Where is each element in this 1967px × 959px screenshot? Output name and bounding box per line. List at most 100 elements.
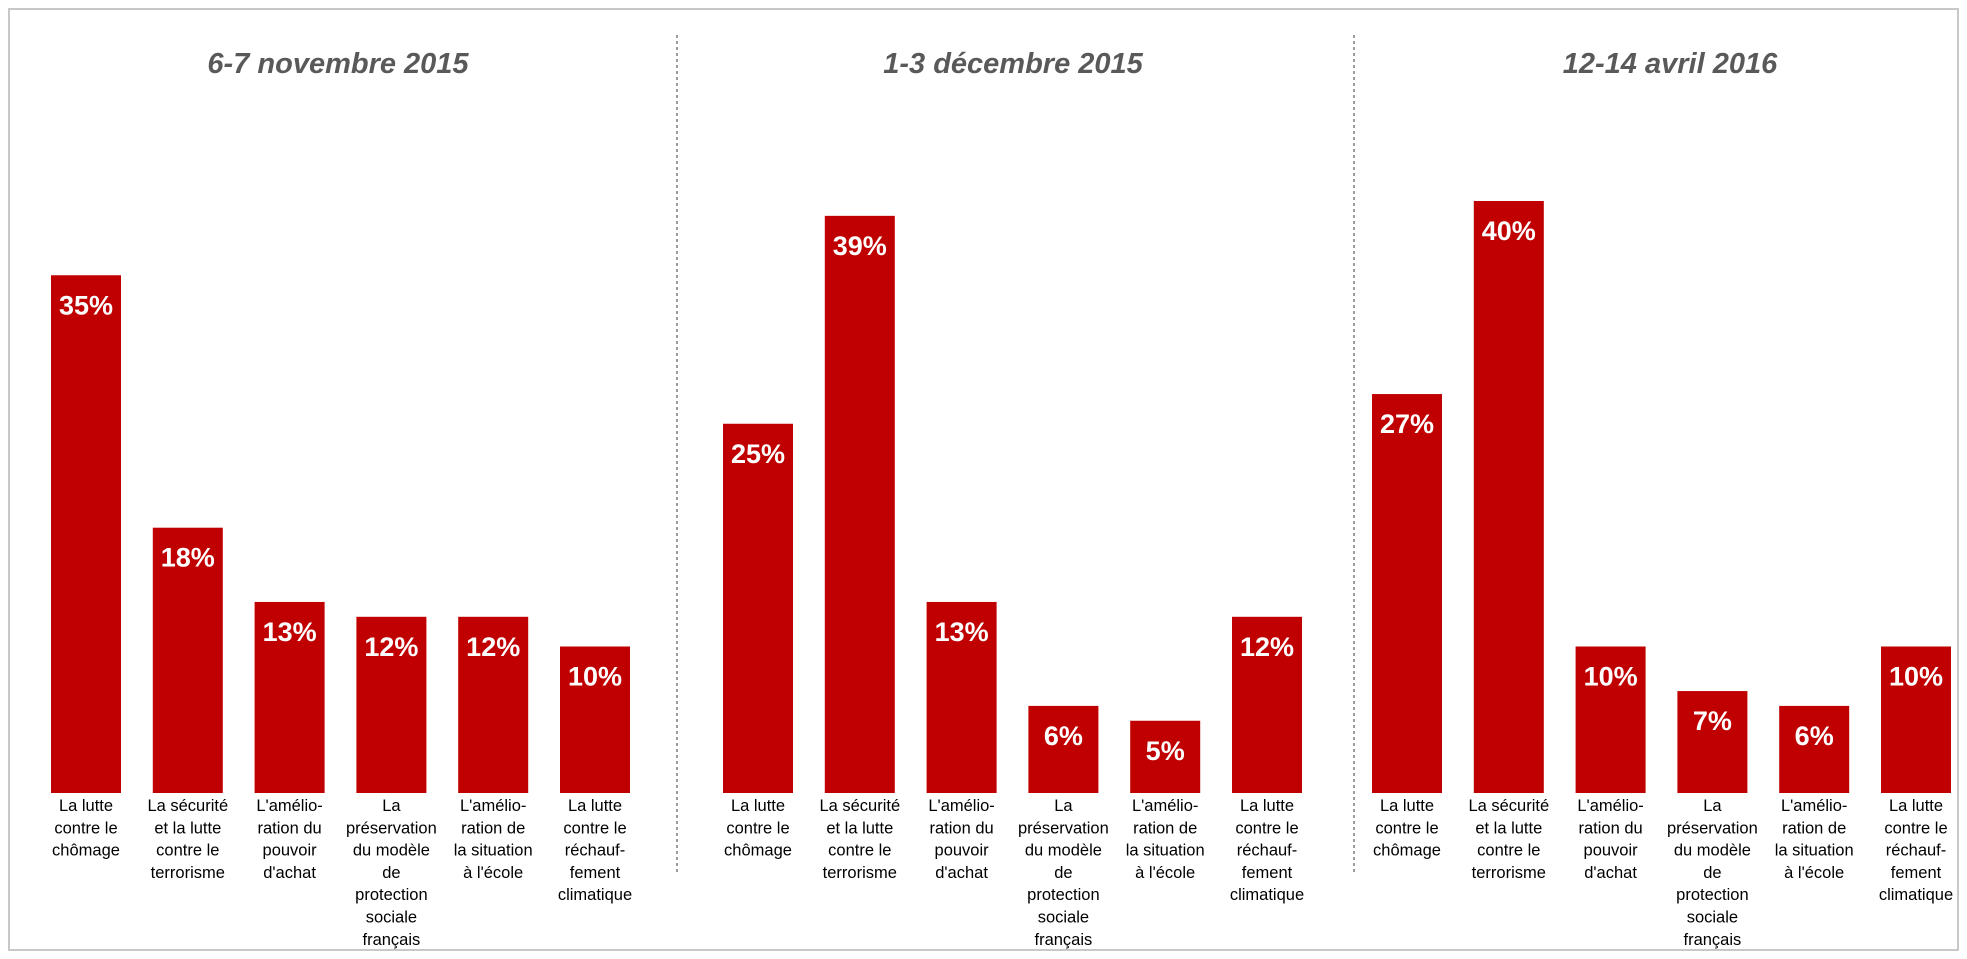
- value-label-3-1: 27%: [1380, 409, 1434, 439]
- category-label-line: climatique: [558, 886, 632, 904]
- value-label-3-4: 7%: [1693, 706, 1732, 736]
- category-label-line: réchauf-: [565, 842, 626, 860]
- category-label-line: L'amélio-: [256, 797, 322, 815]
- bar-1-3: [252, 599, 327, 796]
- category-label-line: pouvoir: [935, 842, 990, 860]
- chart-frame: [8, 8, 1959, 951]
- bar-1-4: [354, 614, 429, 795]
- category-label-line: La: [1703, 797, 1722, 815]
- category-label-line: L'amélio-: [1577, 797, 1643, 815]
- bar-2-2: [822, 213, 897, 796]
- category-label-line: La lutte: [731, 797, 785, 815]
- panel-title-1: 6-7 novembre 2015: [207, 48, 469, 80]
- category-label-line: contre le: [726, 819, 789, 837]
- value-label-1-1: 35%: [59, 290, 113, 320]
- value-label-2-2: 39%: [833, 231, 887, 261]
- value-label-2-1: 25%: [731, 439, 785, 469]
- category-label-line: contre le: [563, 819, 626, 837]
- category-label-line: à l'école: [463, 864, 523, 882]
- category-label-line: ration de: [1133, 819, 1197, 837]
- value-label-3-5: 6%: [1795, 721, 1834, 751]
- category-label-line: contre le: [156, 842, 219, 860]
- value-label-1-2: 18%: [161, 543, 215, 573]
- category-label-line: pouvoir: [263, 842, 318, 860]
- category-label-line: climatique: [1230, 886, 1304, 904]
- category-label-line: fement: [1242, 864, 1293, 882]
- category-label-line: protection: [355, 886, 427, 904]
- category-label-1-4: La préservation du modèle de protection socia…: [346, 797, 437, 949]
- category-label-3-6: La lutte contre le réchauf-fement climatiqu…: [1879, 797, 1953, 904]
- category-label-line: L'amélio-: [1132, 797, 1198, 815]
- category-label-line: chômage: [1373, 842, 1441, 860]
- category-label-3-3: L'amélio-ration du pouvoir d'achat: [1577, 797, 1643, 882]
- value-label-2-3: 13%: [935, 617, 989, 647]
- bar-3-5: [1777, 703, 1852, 796]
- category-label-line: chômage: [724, 842, 792, 860]
- panel-title-3: 12-14 avril 2016: [1563, 48, 1778, 80]
- category-label-2-1: La lutte contre le chômage: [724, 797, 792, 860]
- value-label-3-3: 10%: [1584, 662, 1638, 692]
- bar-3-3: [1573, 644, 1648, 795]
- category-label-line: français: [1035, 931, 1093, 949]
- category-label-line: terrorisme: [823, 864, 897, 882]
- bar-2-4: [1026, 703, 1101, 796]
- bar-1-2: [150, 525, 225, 795]
- category-label-line: la situation: [454, 842, 533, 860]
- category-label-line: terrorisme: [1472, 864, 1546, 882]
- category-label-2-5: L'amélio-ration de la situation à l'école: [1126, 797, 1205, 882]
- category-label-1-5: L'amélio-ration de la situation à l'école: [454, 797, 533, 882]
- category-label-line: d'achat: [263, 864, 316, 882]
- category-label-line: La: [1054, 797, 1073, 815]
- category-label-line: d'achat: [935, 864, 988, 882]
- category-label-line: de: [382, 864, 400, 882]
- bar-1-5: [456, 614, 531, 795]
- value-label-1-3: 13%: [263, 617, 317, 647]
- category-label-line: ration du: [257, 819, 321, 837]
- category-label-line: La lutte: [1889, 797, 1943, 815]
- bar-3-4: [1675, 689, 1750, 795]
- category-label-line: de: [1054, 864, 1072, 882]
- category-label-3-1: La lutte contre le chômage: [1373, 797, 1441, 860]
- category-label-1-2: La sécurité et la lutte contre le terrorism…: [147, 797, 228, 882]
- category-label-line: La lutte: [59, 797, 113, 815]
- bar-3-6: [1879, 644, 1953, 795]
- category-label-line: contre le: [1375, 819, 1438, 837]
- bar-2-1: [721, 421, 795, 795]
- category-label-line: à l'école: [1784, 864, 1844, 882]
- category-label-line: L'amélio-: [928, 797, 994, 815]
- category-label-line: la situation: [1126, 842, 1205, 860]
- category-label-line: du modèle: [353, 842, 430, 860]
- category-label-line: L'amélio-: [1781, 797, 1847, 815]
- category-label-line: contre le: [54, 819, 117, 837]
- value-label-1-4: 12%: [364, 632, 418, 662]
- category-label-line: du modèle: [1025, 842, 1102, 860]
- category-label-line: fement: [570, 864, 621, 882]
- category-label-line: L'amélio-: [460, 797, 526, 815]
- category-label-1-3: L'amélio-ration du pouvoir d'achat: [256, 797, 322, 882]
- category-label-line: ration de: [461, 819, 525, 837]
- category-label-line: La sécurité: [1468, 797, 1549, 815]
- category-label-2-6: La lutte contre le réchauf-fement climatiqu…: [1230, 797, 1304, 904]
- category-label-line: ration du: [1578, 819, 1642, 837]
- category-label-line: sociale: [366, 909, 417, 927]
- category-label-2-4: La préservation du modèle de protection socia…: [1018, 797, 1109, 949]
- category-label-line: et la lutte: [154, 819, 221, 837]
- category-label-line: du modèle: [1674, 842, 1751, 860]
- category-label-line: contre le: [828, 842, 891, 860]
- bar-2-6: [1230, 614, 1304, 795]
- category-label-line: préservation: [346, 819, 437, 837]
- category-label-line: protection: [1027, 886, 1099, 904]
- category-label-line: sociale: [1687, 909, 1738, 927]
- category-label-line: terrorisme: [151, 864, 225, 882]
- category-label-line: La lutte: [1240, 797, 1294, 815]
- category-label-line: préservation: [1667, 819, 1758, 837]
- category-label-line: et la lutte: [826, 819, 893, 837]
- category-label-line: contre le: [1884, 819, 1947, 837]
- category-label-3-5: L'amélio-ration de la situation à l'école: [1775, 797, 1854, 882]
- category-label-line: La sécurité: [819, 797, 900, 815]
- category-label-line: et la lutte: [1475, 819, 1542, 837]
- category-label-line: ration du: [929, 819, 993, 837]
- value-label-1-5: 12%: [466, 632, 520, 662]
- category-label-line: climatique: [1879, 886, 1953, 904]
